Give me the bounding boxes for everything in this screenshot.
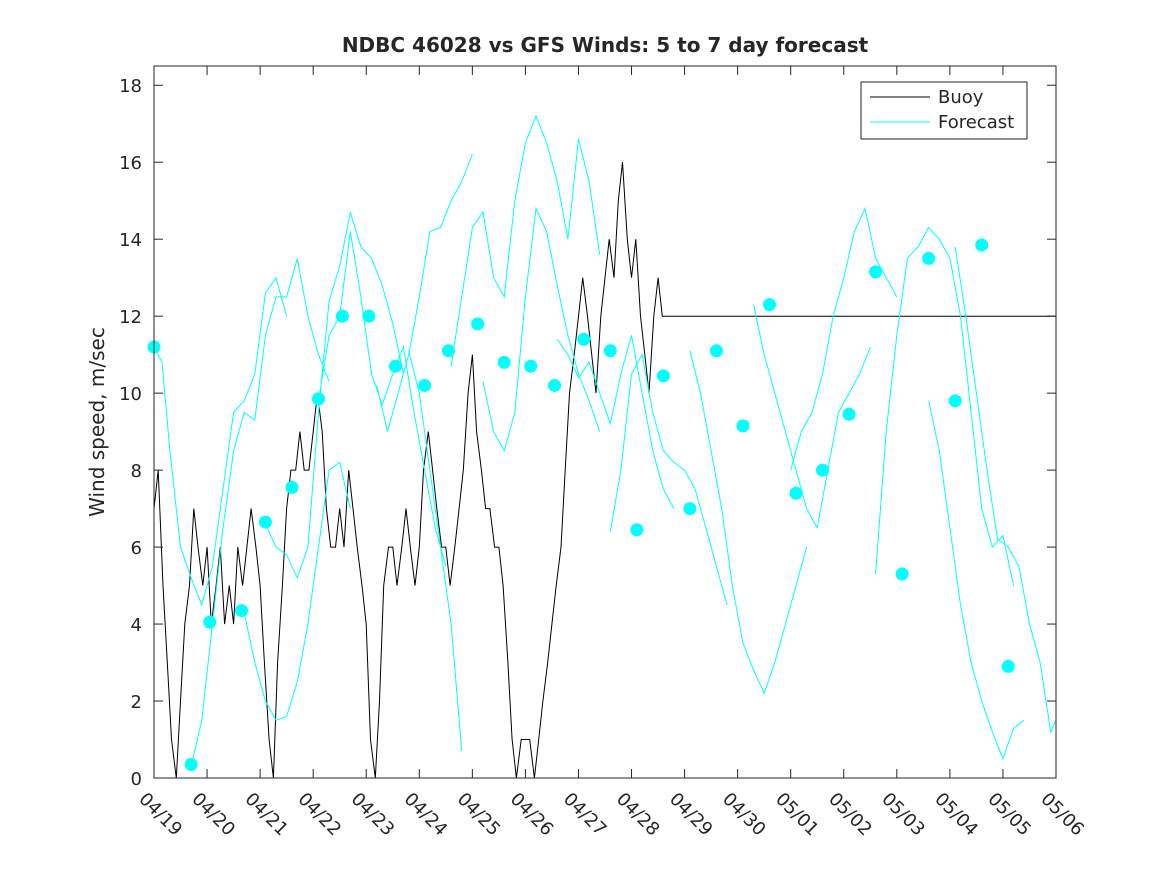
y-tick-label: 18 bbox=[119, 76, 142, 97]
forecast-marker bbox=[1001, 659, 1015, 673]
series-group bbox=[154, 114, 1056, 778]
forecast-marker bbox=[630, 523, 644, 537]
forecast-marker bbox=[842, 407, 856, 421]
forecast-marker bbox=[203, 615, 217, 629]
forecast-marker bbox=[548, 378, 562, 392]
forecast-marker bbox=[789, 486, 803, 500]
y-tick-label: 14 bbox=[119, 230, 142, 251]
forecast-marker bbox=[683, 502, 697, 516]
forecast-marker bbox=[948, 394, 962, 408]
y-tick-label: 10 bbox=[119, 384, 142, 405]
y-tick-label: 16 bbox=[119, 153, 142, 174]
forecast-marker bbox=[471, 317, 485, 331]
forecast-marker bbox=[184, 758, 198, 772]
legend-label-forecast: Forecast bbox=[938, 112, 1014, 133]
y-tick-label: 12 bbox=[119, 307, 142, 328]
forecast-marker bbox=[577, 332, 591, 346]
axes-frame bbox=[153, 65, 1057, 779]
y-tick-label: 8 bbox=[131, 461, 142, 482]
y-tick-label: 2 bbox=[131, 692, 142, 713]
y-axis-label: Wind speed, m/sec bbox=[85, 327, 109, 517]
series-line-buoy bbox=[154, 162, 1056, 778]
legend-box bbox=[860, 81, 1028, 140]
forecast-marker bbox=[922, 251, 936, 265]
forecast-marker bbox=[497, 355, 511, 369]
forecast-marker bbox=[285, 480, 299, 494]
forecast-marker bbox=[258, 515, 272, 529]
forecast-marker bbox=[656, 369, 670, 383]
forecast-marker bbox=[362, 309, 376, 323]
y-tick-label: 4 bbox=[131, 615, 142, 636]
series-line-forecast bbox=[154, 114, 1056, 767]
forecast-marker bbox=[335, 309, 349, 323]
forecast-marker bbox=[603, 344, 617, 358]
legend: Buoy Forecast bbox=[860, 81, 1028, 140]
forecast-marker bbox=[388, 359, 402, 373]
forecast-marker bbox=[418, 378, 432, 392]
forecast-marker bbox=[816, 463, 830, 477]
forecast-marker bbox=[311, 392, 325, 406]
forecast-marker bbox=[895, 567, 909, 581]
forecast-marker bbox=[709, 344, 723, 358]
forecast-marker bbox=[736, 419, 750, 433]
data-marks bbox=[147, 114, 1056, 778]
y-tick-label: 0 bbox=[131, 769, 142, 790]
forecast-marker bbox=[869, 265, 883, 279]
legend-label-buoy: Buoy bbox=[938, 87, 984, 108]
chart-title: NDBC 46028 vs GFS Winds: 5 to 7 day fore… bbox=[342, 33, 869, 57]
forecast-marker bbox=[524, 359, 538, 373]
forecast-marker bbox=[235, 604, 249, 618]
y-tick-label: 6 bbox=[131, 538, 142, 559]
forecast-marker bbox=[975, 238, 989, 252]
forecast-marker bbox=[762, 298, 776, 312]
forecast-marker bbox=[441, 344, 455, 358]
plot-area bbox=[154, 66, 1056, 778]
